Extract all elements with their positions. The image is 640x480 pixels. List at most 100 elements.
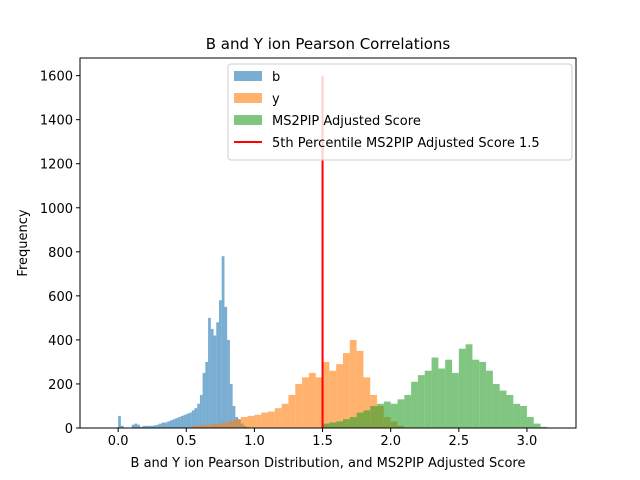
histogram-bar [520,405,527,428]
histogram-bar [329,422,337,428]
histogram-bar [156,424,160,428]
legend-swatch [234,115,262,125]
histogram-bar [431,357,439,428]
histogram-bar [232,405,236,428]
histogram-bar [268,411,275,428]
x-tick-label: 1.5 [312,434,333,449]
x-tick-label: 1.0 [244,434,265,449]
histogram-bar [465,344,473,428]
histogram-bar [356,412,364,428]
y-tick-label: 600 [48,290,73,305]
x-axis: 0.0 0.5 1.0 1.5 2.0 2.5 3.0 [108,428,537,449]
histogram-bar [199,425,207,428]
legend-box [227,63,573,161]
histogram-bar [150,425,154,428]
histogram-bar [356,350,364,428]
histogram-bar [342,353,350,428]
histogram-bar [137,424,140,428]
legend-label: b [272,70,280,85]
histogram-bar [479,361,487,428]
histogram-bar [342,419,350,428]
histogram-bar [178,416,181,428]
histogram-bar [492,383,500,428]
y-tick-label: 1600 [40,70,73,85]
histogram-bar [322,423,330,428]
histogram-bar [288,394,296,428]
histogram-bar [189,412,192,428]
y-tick-label: 1200 [40,158,73,173]
histogram-bar [506,394,514,428]
axes-frame [79,57,577,429]
x-tick-label: 2.0 [380,434,401,449]
x-tick-label: 0.0 [108,434,129,449]
y-tick-label: 0 [65,422,73,437]
histogram-bar [199,394,203,428]
histogram-bar [540,426,548,428]
histogram-bar [472,359,480,428]
histogram-bar [458,348,466,428]
histogram-bar [486,370,493,428]
x-tick-label: 2.5 [448,434,469,449]
histogram-bar [247,415,255,428]
histogram-bar [161,422,165,428]
histogram-bar [533,423,541,428]
legend-label: 5th Percentile MS2PIP Adjusted Score 1.5 [272,136,540,151]
histogram-bar [191,410,195,428]
series-2 [322,344,548,428]
histogram-bar [302,377,309,428]
histogram-bar [315,377,323,428]
histogram-bar [274,408,282,428]
chart-title: B and Y ion Pearson Correlations [206,35,451,53]
x-tick-label: 3.0 [517,434,538,449]
histogram-bar [254,414,262,428]
histogram-bar [499,390,507,428]
histogram-bar [227,339,230,428]
histogram-bar [210,328,214,428]
histogram-bar [397,399,405,428]
y-axis: 0 200 400 600 800 1000 1200 1400 1600 [40,70,80,437]
histogram-bar [183,414,187,428]
histogram-bar [213,335,217,428]
histogram-bar [404,394,412,428]
histogram-bar [240,416,248,428]
legend-label: MS2PIP Adjusted Score [272,114,421,129]
x-tick-label: 0.5 [176,434,197,449]
histogram-bar [411,381,418,428]
histogram-bar [224,306,228,428]
histogram-bar [131,424,135,428]
histogram-bar [186,413,190,428]
histogram-bar [336,421,343,428]
histogram-bar [383,401,391,428]
histogram-bar [220,423,228,428]
histogram-bar [229,383,233,428]
histogram-bar [134,423,138,428]
histogram-bar [513,403,521,428]
histogram-bar [349,416,357,428]
histogram-bar [202,372,206,428]
histogram-bar [139,426,143,428]
histogram-bar [424,370,432,428]
histogram-bar [206,424,214,428]
histogram-bar [363,410,371,428]
series-0 [118,256,249,428]
histogram-bar [159,423,162,428]
histogram-bar [233,419,241,428]
histogram-bar [216,322,219,428]
histogram-bar [153,425,157,428]
histogram-bar [363,377,371,428]
histogram-bar [193,425,200,428]
histogram-bar [377,403,384,428]
histogram-bar [180,415,184,428]
histogram-bar [452,372,459,428]
histogram-bar [197,403,200,428]
histogram-bar [295,383,303,428]
legend-swatch [234,71,262,81]
histogram-bar [169,420,173,428]
histogram-bar [417,375,425,428]
histogram-bar [218,300,222,428]
legend-label: y [272,92,280,107]
histogram-bar [148,425,151,428]
histogram-bar [172,419,176,428]
histogram-bar [118,415,121,428]
